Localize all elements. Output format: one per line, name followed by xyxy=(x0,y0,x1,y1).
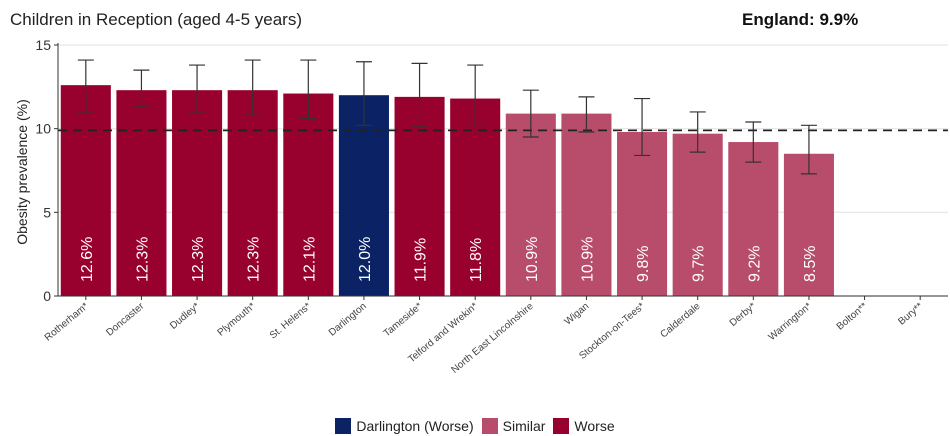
x-tick-label: Doncaster xyxy=(104,300,146,338)
data-label: 12.1% xyxy=(301,237,318,282)
data-label: 12.0% xyxy=(357,237,374,282)
bar-chart: 0 5 10 15 12.6% 12.3% 12.3% 12.3% 12.1% 12.0% 11.9… xyxy=(35,37,948,376)
data-label: 10.9% xyxy=(579,237,596,282)
legend-item-highlight: Darlington (Worse) xyxy=(335,418,474,434)
bar xyxy=(60,85,111,296)
y-tick-label: 0 xyxy=(43,288,51,304)
data-label: 9.7% xyxy=(691,246,708,282)
x-tick-label: Wigan xyxy=(563,301,592,328)
data-label: 10.9% xyxy=(524,237,541,282)
bar xyxy=(617,132,668,296)
legend-item-worse: Worse xyxy=(553,418,615,434)
legend-swatch-highlight xyxy=(335,418,352,434)
data-label: 9.8% xyxy=(635,246,652,282)
data-label: 12.3% xyxy=(246,237,263,282)
bar xyxy=(728,142,779,296)
bar xyxy=(338,95,389,296)
bar xyxy=(450,98,501,297)
bar xyxy=(283,93,334,296)
legend: Darlington (Worse) Similar Worse xyxy=(0,418,950,434)
bar xyxy=(505,113,556,297)
x-tick-label: Dudley* xyxy=(168,301,202,332)
bar xyxy=(672,133,723,296)
x-tick-label: Bury** xyxy=(896,301,925,328)
data-label: 11.9% xyxy=(413,238,430,282)
chart-title: Children in Reception (aged 4-5 years) xyxy=(10,10,302,29)
x-tick-label: St. Helens* xyxy=(268,301,313,342)
legend-swatch-similar xyxy=(481,418,498,434)
x-tick-label: Tameside* xyxy=(382,301,425,340)
legend-item-similar: Similar xyxy=(481,418,546,434)
england-benchmark: England: 9.9% xyxy=(742,10,859,29)
x-tick-label: Bolton** xyxy=(835,301,870,333)
bar xyxy=(227,90,278,297)
y-tick-label: 15 xyxy=(35,37,51,53)
bar xyxy=(116,90,167,297)
bar xyxy=(172,90,223,297)
legend-label-highlight: Darlington (Worse) xyxy=(356,418,474,434)
legend-swatch-worse xyxy=(553,418,570,434)
x-tick-label: Darlington xyxy=(327,301,369,339)
y-tick-label: 5 xyxy=(43,204,51,220)
x-tick-label: Rotherham* xyxy=(43,301,91,344)
data-label: 12.3% xyxy=(134,237,151,282)
x-tick-label: Warrington* xyxy=(767,301,814,343)
data-label: 12.6% xyxy=(79,237,96,282)
x-tick-label: Derby* xyxy=(728,301,759,329)
x-tick-label: Plymouth* xyxy=(216,301,258,339)
legend-label-similar: Similar xyxy=(502,418,546,434)
x-tick-label: Calderdale xyxy=(658,301,702,341)
bar xyxy=(783,153,834,296)
data-label: 8.5% xyxy=(802,246,819,282)
data-label: 11.8% xyxy=(468,238,485,282)
data-label: 9.2% xyxy=(746,246,763,282)
bar xyxy=(561,113,612,297)
y-tick-label: 10 xyxy=(35,121,51,137)
data-label: 12.3% xyxy=(190,237,207,282)
legend-label-worse: Worse xyxy=(574,418,615,434)
